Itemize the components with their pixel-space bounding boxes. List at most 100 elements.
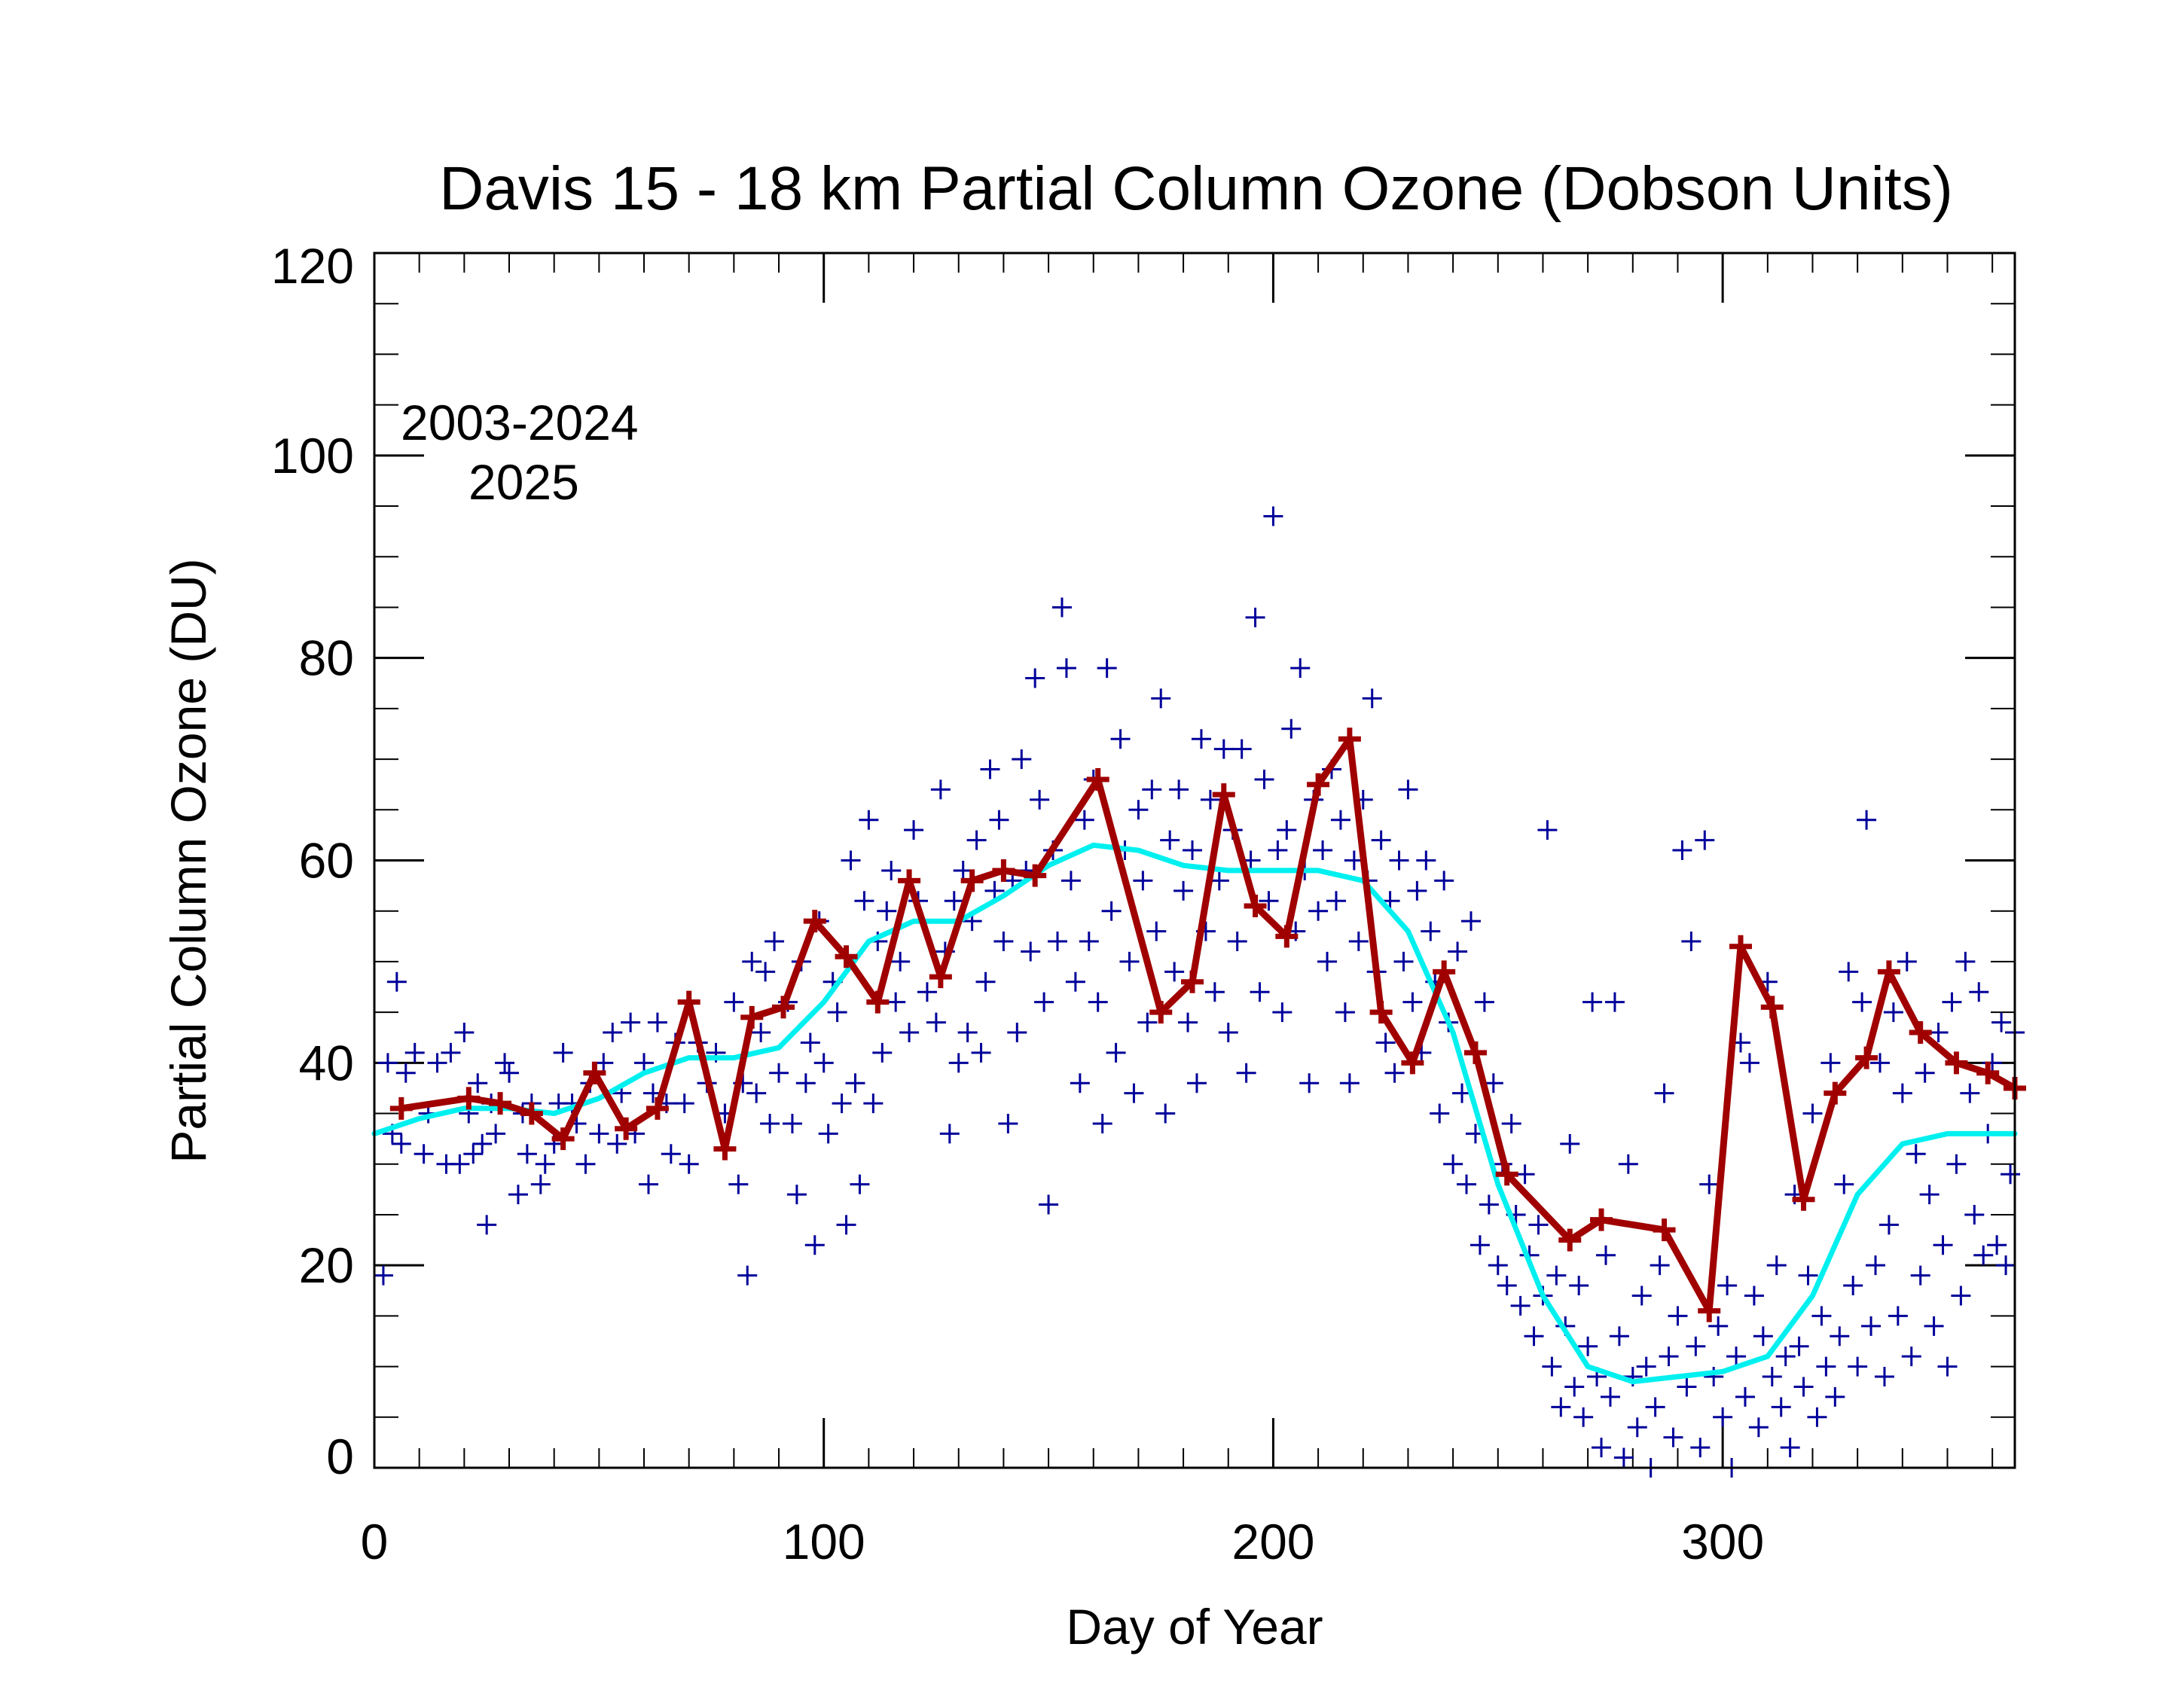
- scatter-point: [553, 1042, 573, 1063]
- series-2025-point: [1855, 1046, 1878, 1069]
- scatter-point: [1088, 992, 1108, 1012]
- scatter-point: [1825, 1386, 1845, 1407]
- scatter-point: [1582, 992, 1603, 1012]
- scatter-point: [724, 992, 744, 1012]
- series-2025-point: [898, 869, 921, 892]
- scatter-point: [1326, 891, 1346, 911]
- climatology-line: [371, 842, 2018, 1385]
- series-2025-point: [772, 996, 795, 1019]
- scatter-point: [1308, 901, 1329, 921]
- series-2025-point: [1909, 1021, 1932, 1045]
- scatter-point: [1501, 1113, 1521, 1133]
- scatter-point: [782, 1113, 802, 1133]
- scatter-point: [1726, 1347, 1747, 1367]
- scatter-point: [1695, 830, 1715, 850]
- scatter-point: [1771, 1397, 1791, 1417]
- legend-entry-2025: 2025: [468, 454, 579, 510]
- series-2025-point: [1149, 1001, 1173, 1024]
- series-2025-point: [1824, 1081, 1847, 1105]
- scatter-point: [1798, 1265, 1818, 1286]
- scatter-point: [1928, 1023, 1949, 1043]
- scatter-point: [1618, 1154, 1638, 1174]
- scatter-point: [1874, 1367, 1894, 1387]
- scatter-point: [1969, 982, 1989, 1002]
- legend: 2003-2024 2025: [401, 395, 639, 510]
- scatter-point: [495, 1053, 515, 1073]
- series-2025-point: [1086, 767, 1109, 791]
- scatter-point: [1290, 658, 1311, 679]
- scatter-point: [1457, 1174, 1477, 1194]
- scatter-point: [1686, 1336, 1706, 1356]
- scatter-point: [948, 1053, 969, 1073]
- scatter-point: [1672, 840, 1692, 861]
- scatter-point: [818, 1124, 838, 1144]
- scatter-point: [980, 759, 1000, 779]
- scatter-point: [1878, 1215, 1899, 1235]
- scatter-point: [1164, 962, 1185, 982]
- plot-area: 0 100 200 300 0 20 40 60 80 100 120: [271, 238, 2026, 1569]
- scatter-point: [737, 1265, 758, 1286]
- scatter-point: [904, 820, 924, 840]
- scatter-point: [1946, 1154, 1967, 1174]
- scatter-point: [1802, 1103, 1823, 1124]
- scatter-point: [1528, 1215, 1549, 1235]
- series-2025-point: [1945, 1051, 1968, 1075]
- scatter-point: [1830, 1326, 1850, 1347]
- scatter-point: [1051, 597, 1072, 618]
- scatter-point: [975, 971, 996, 992]
- tick-labels: 0 100 200 300 0 20 40 60 80 100 120: [271, 238, 1764, 1569]
- scatter-point: [1897, 951, 1917, 971]
- series-2025-point: [1024, 864, 1047, 887]
- series-2025-point: [1590, 1208, 1613, 1231]
- scatter-point: [1569, 1276, 1589, 1296]
- scatter-point: [575, 1154, 596, 1174]
- scatter-point: [1178, 1012, 1198, 1032]
- scatter-point: [1335, 1002, 1355, 1023]
- scatter-point: [1460, 911, 1481, 932]
- scatter-point: [499, 1063, 520, 1083]
- scatter-point: [441, 1042, 461, 1063]
- scatter-point: [760, 1113, 780, 1133]
- scatter-point: [1659, 1347, 1679, 1367]
- scatter-point: [647, 1012, 667, 1032]
- scatter-point: [1546, 1265, 1567, 1286]
- scatter-point: [1551, 1397, 1571, 1417]
- series-2025-point: [713, 1137, 737, 1161]
- scatter-point: [1142, 779, 1162, 800]
- scatter-point: [1039, 1194, 1059, 1215]
- series-2025-point: [866, 990, 890, 1014]
- scatter-point: [1668, 1306, 1688, 1326]
- scatter-point: [1681, 932, 1701, 952]
- scatter-point: [832, 1093, 852, 1114]
- y-tick-label: 40: [299, 1035, 354, 1090]
- series-2025-point: [1698, 1299, 1721, 1322]
- scatter-point: [1924, 1316, 1944, 1336]
- scatter-point: [841, 850, 861, 871]
- scatter-point: [1012, 749, 1032, 770]
- scatter-point: [1384, 1063, 1405, 1083]
- scatter-point: [1470, 1235, 1490, 1255]
- scatter-point: [1964, 1204, 1985, 1225]
- series-2025-point: [551, 1127, 575, 1151]
- scatter-point: [1448, 941, 1468, 962]
- scatter-point: [765, 932, 785, 952]
- scatter-point: [1277, 820, 1297, 840]
- scatter-point: [1025, 668, 1045, 688]
- scatter-point: [1065, 971, 1085, 992]
- scatter-point: [1524, 1326, 1544, 1347]
- series-2025-point: [1401, 1051, 1424, 1075]
- x-axis-label: Day of Year: [1066, 1599, 1323, 1655]
- scatter-point: [468, 1073, 488, 1093]
- scatter-point: [1627, 1417, 1647, 1438]
- scatter-point: [813, 1053, 834, 1073]
- series-2025-point: [389, 1096, 413, 1120]
- scatter-point: [679, 1154, 699, 1174]
- scatter-point: [1183, 840, 1203, 861]
- scatter-point: [966, 830, 987, 850]
- scatter-point: [1699, 1174, 1720, 1194]
- scatter-point: [1245, 607, 1265, 627]
- scatter-point: [1200, 789, 1220, 810]
- scatter-point: [1371, 830, 1391, 850]
- scatter-point: [926, 1012, 946, 1032]
